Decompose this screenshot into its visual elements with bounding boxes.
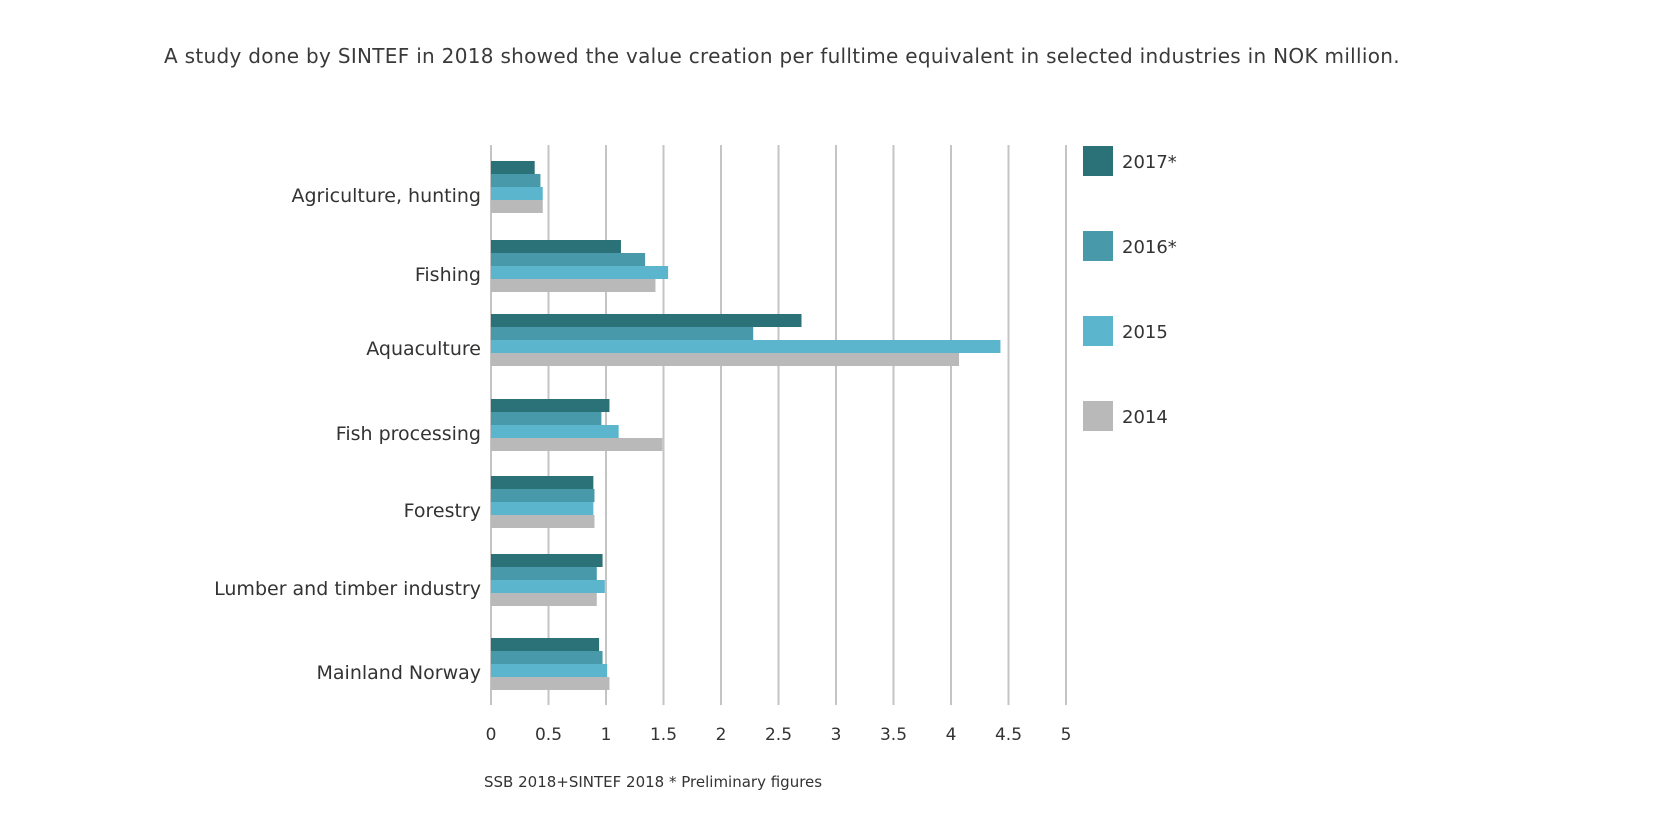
x-tick-label: 1.5 xyxy=(650,725,677,745)
bar xyxy=(491,476,594,489)
bar xyxy=(491,314,802,327)
x-tick-label: 4.5 xyxy=(995,725,1022,745)
intro-text: A study done by SINTEF in 2018 showed th… xyxy=(164,44,1400,68)
x-tick-label: 5 xyxy=(1061,725,1072,745)
x-tick-label: 2 xyxy=(716,725,727,745)
bar xyxy=(491,438,663,451)
x-tick-label: 0 xyxy=(486,725,497,745)
source-note: SSB 2018+SINTEF 2018 * Preliminary figur… xyxy=(484,773,822,791)
category-label: Forestry xyxy=(404,500,481,522)
category-label: Mainland Norway xyxy=(317,662,482,684)
bar xyxy=(491,515,595,528)
x-tick-label: 0.5 xyxy=(535,725,562,745)
bar xyxy=(491,412,602,425)
bar xyxy=(491,580,605,593)
legend-label: 2014 xyxy=(1122,407,1168,428)
bar xyxy=(491,340,1001,353)
bar xyxy=(491,399,610,412)
bar xyxy=(491,638,600,651)
category-label: Fishing xyxy=(415,264,481,286)
bar xyxy=(491,161,535,174)
x-tick-label: 3 xyxy=(831,725,842,745)
category-label: Lumber and timber industry xyxy=(214,578,481,600)
legend-swatch xyxy=(1083,231,1113,261)
bar xyxy=(491,266,669,279)
bar xyxy=(491,664,608,677)
bar xyxy=(491,593,597,606)
bar xyxy=(491,425,619,438)
bar xyxy=(491,567,597,580)
bar xyxy=(491,174,541,187)
bar xyxy=(491,554,603,567)
category-label: Aquaculture xyxy=(366,338,481,360)
legend-label: 2015 xyxy=(1122,322,1168,343)
bar xyxy=(491,651,603,664)
bar xyxy=(491,200,543,213)
x-tick-label: 3.5 xyxy=(880,725,907,745)
legend-label: 2017* xyxy=(1122,152,1177,173)
bar xyxy=(491,187,543,200)
category-label: Fish processing xyxy=(336,423,481,445)
legend-label: 2016* xyxy=(1122,237,1177,258)
bar xyxy=(491,253,646,266)
bar xyxy=(491,489,595,502)
bar xyxy=(491,353,960,366)
category-label: Agriculture, hunting xyxy=(291,185,481,207)
bar xyxy=(491,240,621,253)
legend-swatch xyxy=(1083,316,1113,346)
bar xyxy=(491,327,754,340)
bar xyxy=(491,677,610,690)
legend-swatch xyxy=(1083,401,1113,431)
x-tick-label: 4 xyxy=(946,725,957,745)
legend-swatch xyxy=(1083,146,1113,176)
bar xyxy=(491,279,656,292)
bar xyxy=(491,502,594,515)
x-tick-label: 2.5 xyxy=(765,725,792,745)
x-tick-label: 1 xyxy=(601,725,612,745)
